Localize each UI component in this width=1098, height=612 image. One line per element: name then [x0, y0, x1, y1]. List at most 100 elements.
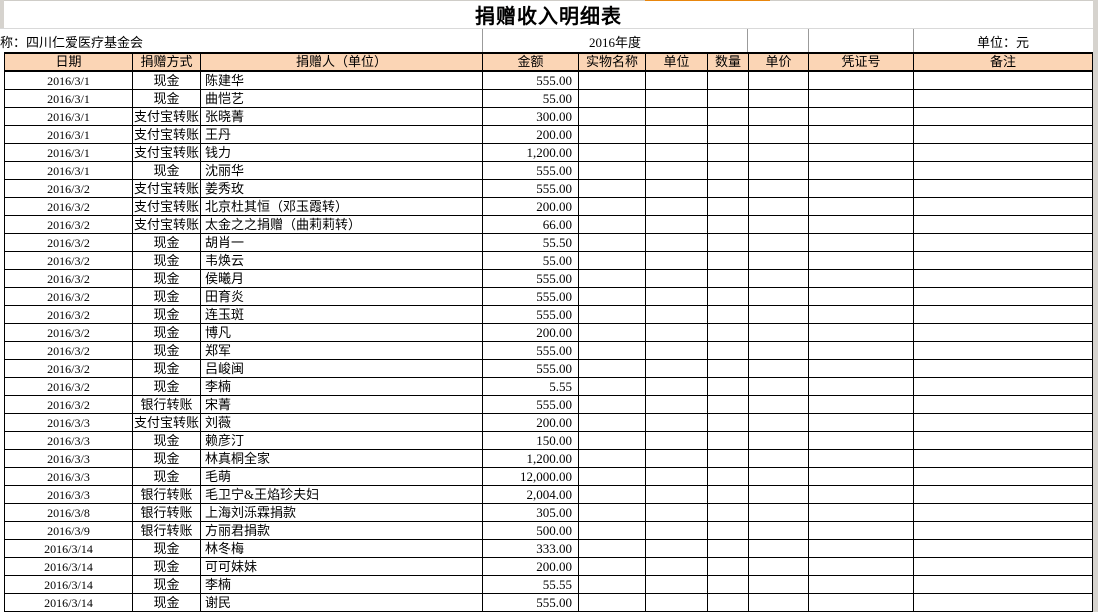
- cell-empty-col-item-name[interactable]: [579, 594, 646, 612]
- cell-col-date[interactable]: 2016/3/2: [5, 342, 133, 360]
- cell-col-donor[interactable]: 陈建华: [201, 72, 483, 90]
- cell-empty-col-unit-price[interactable]: [749, 540, 809, 558]
- cell-empty-col-qty[interactable]: [708, 180, 749, 198]
- cell-empty-col-voucher[interactable]: [809, 360, 914, 378]
- cell-empty-col-remarks[interactable]: [914, 270, 1093, 288]
- cell-empty-col-qty[interactable]: [708, 576, 749, 594]
- cell-empty-col-qty[interactable]: [708, 252, 749, 270]
- cell-col-donor[interactable]: 博凡: [201, 324, 483, 342]
- cell-col-date[interactable]: 2016/3/2: [5, 180, 133, 198]
- cell-col-donor[interactable]: 沈丽华: [201, 162, 483, 180]
- cell-empty-col-unit[interactable]: [646, 162, 708, 180]
- cell-empty-col-unit-price[interactable]: [749, 594, 809, 612]
- cell-empty-col-unit[interactable]: [646, 414, 708, 432]
- cell-empty-col-qty[interactable]: [708, 324, 749, 342]
- cell-empty-col-qty[interactable]: [708, 432, 749, 450]
- cell-col-donor[interactable]: 可可妹妹: [201, 558, 483, 576]
- cell-col-date[interactable]: 2016/3/2: [5, 270, 133, 288]
- cell-col-donor[interactable]: 刘薇: [201, 414, 483, 432]
- cell-empty-col-voucher[interactable]: [809, 540, 914, 558]
- cell-empty-col-remarks[interactable]: [914, 576, 1093, 594]
- column-header-col-unit-price[interactable]: 单价: [749, 54, 809, 72]
- cell-col-donor[interactable]: 曲恺艺: [201, 90, 483, 108]
- cell-empty-col-unit-price[interactable]: [749, 198, 809, 216]
- cell-empty-col-qty[interactable]: [708, 414, 749, 432]
- cell-empty-col-qty[interactable]: [708, 540, 749, 558]
- cell-empty-col-voucher[interactable]: [809, 108, 914, 126]
- cell-col-date[interactable]: 2016/3/3: [5, 486, 133, 504]
- cell-empty-col-qty[interactable]: [708, 234, 749, 252]
- cell-col-amount[interactable]: 555.00: [483, 162, 579, 180]
- cell-col-date[interactable]: 2016/3/3: [5, 450, 133, 468]
- cell-empty-col-remarks[interactable]: [914, 450, 1093, 468]
- cell-empty-col-remarks[interactable]: [914, 198, 1093, 216]
- cell-empty-col-qty[interactable]: [708, 216, 749, 234]
- cell-empty-col-voucher[interactable]: [809, 504, 914, 522]
- cell-empty-col-unit-price[interactable]: [749, 432, 809, 450]
- cell-empty-col-item-name[interactable]: [579, 288, 646, 306]
- cell-empty-col-item-name[interactable]: [579, 72, 646, 90]
- cell-col-donor[interactable]: 太金之之捐赠（曲莉莉转）: [201, 216, 483, 234]
- cell-empty-col-unit-price[interactable]: [749, 270, 809, 288]
- cell-col-amount[interactable]: 555.00: [483, 288, 579, 306]
- cell-empty-col-unit-price[interactable]: [749, 108, 809, 126]
- cell-empty-col-remarks[interactable]: [914, 162, 1093, 180]
- cell-empty-col-voucher[interactable]: [809, 450, 914, 468]
- cell-empty-col-unit-price[interactable]: [749, 486, 809, 504]
- cell-empty-col-unit[interactable]: [646, 288, 708, 306]
- cell-empty-col-item-name[interactable]: [579, 342, 646, 360]
- cell-col-date[interactable]: 2016/3/1: [5, 144, 133, 162]
- cell-col-method[interactable]: 现金: [133, 234, 201, 252]
- cell-col-method[interactable]: 现金: [133, 432, 201, 450]
- cell-empty-col-remarks[interactable]: [914, 234, 1093, 252]
- cell-col-date[interactable]: 2016/3/3: [5, 432, 133, 450]
- cell-empty-col-qty[interactable]: [708, 72, 749, 90]
- cell-empty-col-remarks[interactable]: [914, 522, 1093, 540]
- cell-empty-col-unit[interactable]: [646, 378, 708, 396]
- cell-empty-col-item-name[interactable]: [579, 558, 646, 576]
- cell-col-donor[interactable]: 侯曦月: [201, 270, 483, 288]
- cell-col-method[interactable]: 银行转账: [133, 522, 201, 540]
- cell-col-method[interactable]: 现金: [133, 288, 201, 306]
- cell-empty-col-voucher[interactable]: [809, 324, 914, 342]
- cell-empty-col-voucher[interactable]: [809, 594, 914, 612]
- cell-empty-col-remarks[interactable]: [914, 486, 1093, 504]
- cell-col-method[interactable]: 银行转账: [133, 486, 201, 504]
- cell-empty-col-item-name[interactable]: [579, 360, 646, 378]
- cell-empty-col-voucher[interactable]: [809, 252, 914, 270]
- cell-col-donor[interactable]: 方丽君捐款: [201, 522, 483, 540]
- cell-empty-col-qty[interactable]: [708, 360, 749, 378]
- cell-empty-col-unit[interactable]: [646, 558, 708, 576]
- column-header-col-amount[interactable]: 金额: [483, 54, 579, 72]
- cell-col-method[interactable]: 现金: [133, 162, 201, 180]
- cell-empty-col-item-name[interactable]: [579, 468, 646, 486]
- cell-empty-col-unit[interactable]: [646, 108, 708, 126]
- cell-empty-col-qty[interactable]: [708, 558, 749, 576]
- cell-col-amount[interactable]: 55.55: [483, 576, 579, 594]
- cell-col-date[interactable]: 2016/3/9: [5, 522, 133, 540]
- cell-col-date[interactable]: 2016/3/2: [5, 324, 133, 342]
- cell-empty-col-qty[interactable]: [708, 504, 749, 522]
- cell-empty-col-remarks[interactable]: [914, 468, 1093, 486]
- cell-empty-col-item-name[interactable]: [579, 144, 646, 162]
- cell-empty-col-qty[interactable]: [708, 306, 749, 324]
- cell-col-method[interactable]: 银行转账: [133, 504, 201, 522]
- cell-empty-col-item-name[interactable]: [579, 396, 646, 414]
- cell-empty-col-unit-price[interactable]: [749, 90, 809, 108]
- column-header-col-unit[interactable]: 单位: [646, 54, 708, 72]
- cell-empty-col-unit-price[interactable]: [749, 360, 809, 378]
- cell-empty-col-qty[interactable]: [708, 126, 749, 144]
- cell-empty-col-unit-price[interactable]: [749, 252, 809, 270]
- cell-empty-col-item-name[interactable]: [579, 450, 646, 468]
- cell-empty-col-item-name[interactable]: [579, 522, 646, 540]
- cell-col-date[interactable]: 2016/3/14: [5, 576, 133, 594]
- cell-empty-col-item-name[interactable]: [579, 216, 646, 234]
- cell-col-method[interactable]: 现金: [133, 378, 201, 396]
- cell-col-amount[interactable]: 55.00: [483, 252, 579, 270]
- cell-col-amount[interactable]: 555.00: [483, 342, 579, 360]
- cell-empty-col-item-name[interactable]: [579, 324, 646, 342]
- cell-empty-col-unit-price[interactable]: [749, 72, 809, 90]
- cell-col-date[interactable]: 2016/3/14: [5, 558, 133, 576]
- cell-empty-col-remarks[interactable]: [914, 72, 1093, 90]
- cell-col-amount[interactable]: 200.00: [483, 324, 579, 342]
